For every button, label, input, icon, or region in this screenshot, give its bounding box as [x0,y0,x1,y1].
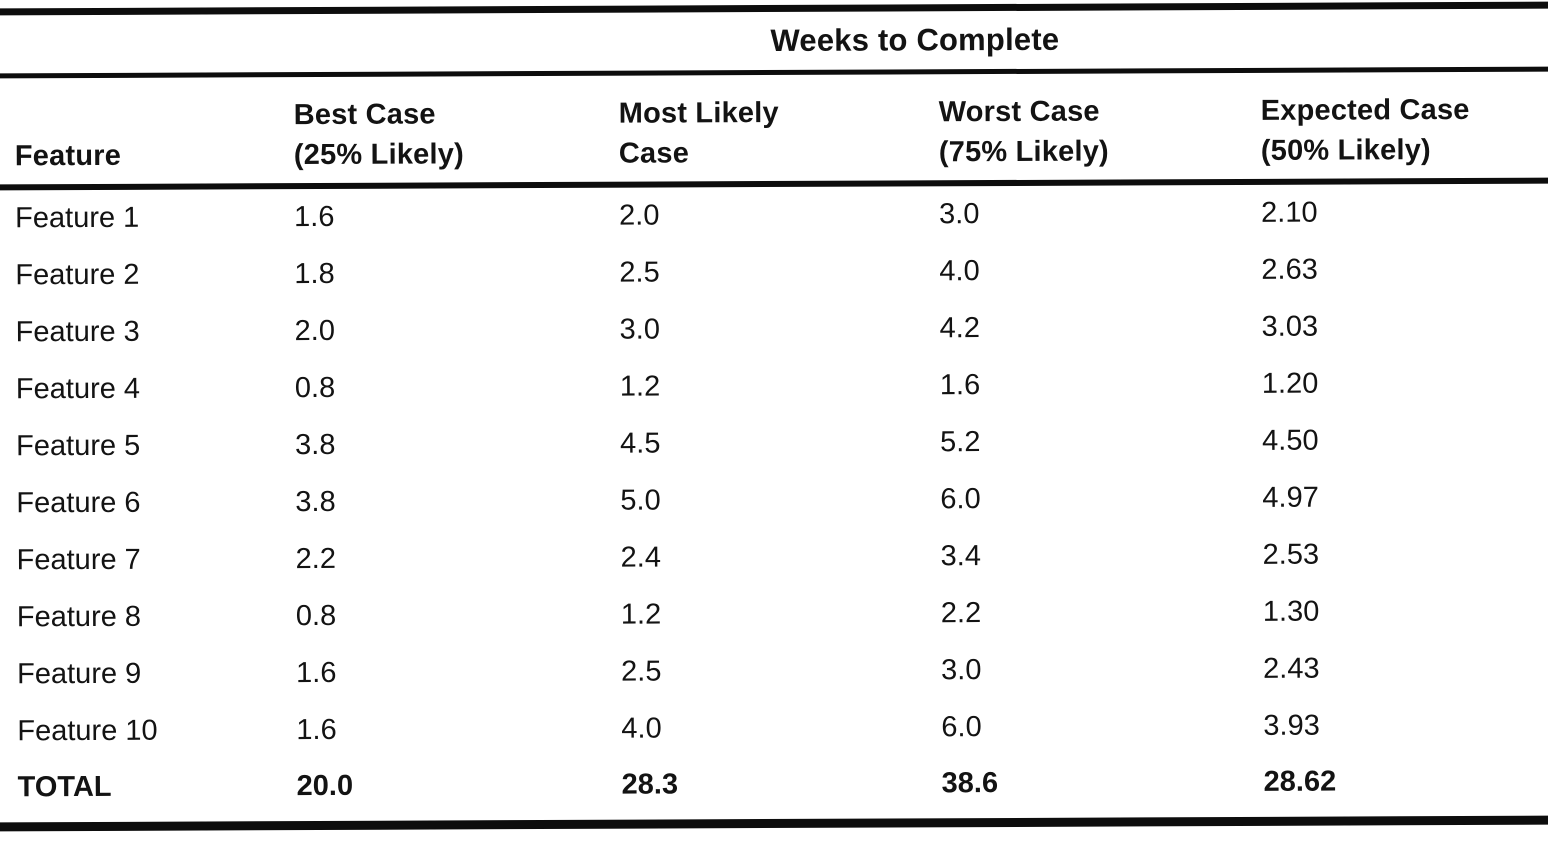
worst-case-cell: 3.0 [939,198,980,231]
column-header-most-likely: Most Likely Case [619,74,939,181]
total-label-cell: TOTAL [17,770,112,803]
most-likely-cell: 2.5 [619,256,660,289]
expected-case-cell: 3.03 [1261,310,1319,343]
total-best-case-cell: 20.0 [296,769,354,802]
best-case-cell: 0.8 [295,599,337,633]
column-header-expected-case-sub: (50% Likely) [1260,134,1431,167]
total-worst-case-cell: 38.6 [941,766,999,799]
expected-case-cell: 4.50 [1262,424,1319,457]
table-row-feature-7: Feature 7 2.2 2.4 3.4 2.53 [0,526,1548,590]
best-case-cell: 1.6 [296,656,337,690]
column-header-worst-case-label: Worst Case [938,95,1100,129]
span-header-spacer [14,14,293,73]
column-header-worst-case: Worst Case (75% Likely) [939,73,1261,180]
expected-case-cell: 4.97 [1262,481,1319,514]
table-row-feature-4: Feature 4 0.8 1.2 1.6 1.20 [0,355,1548,419]
feature-name-cell: Feature 5 [16,429,141,463]
table-total-row: TOTAL 20.0 28.3 38.6 28.62 [1,754,1548,815]
total-most-likely-cell: 28.3 [621,767,679,801]
total-expected-case-cell: 28.62 [1263,765,1337,798]
feature-name-cell: Feature 2 [15,258,140,292]
feature-name-cell: Feature 3 [15,315,140,349]
expected-case-cell: 1.20 [1261,367,1319,400]
most-likely-cell: 4.0 [621,712,662,745]
table-row-feature-3: Feature 3 2.0 3.0 4.2 3.03 [0,298,1548,362]
most-likely-cell: 2.4 [620,541,662,574]
worst-case-cell: 6.0 [941,711,982,744]
worst-case-cell: 4.0 [939,255,980,288]
best-case-cell: 2.0 [294,314,336,348]
column-header-worst-case-sub: (75% Likely) [938,135,1109,169]
most-likely-cell: 2.0 [619,199,660,232]
feature-name-cell: Feature 7 [16,543,141,577]
feature-name-cell: Feature 4 [15,372,141,406]
table-row-feature-8: Feature 8 0.8 1.2 2.2 1.30 [1,583,1548,647]
expected-case-cell: 1.30 [1262,595,1320,628]
best-case-cell: 2.2 [295,542,337,576]
table-row-feature-5: Feature 5 3.8 4.5 5.2 4.50 [0,412,1548,476]
most-likely-cell: 1.2 [619,370,661,403]
table-body: Feature 1 1.6 2.0 3.0 2.10 Feature 2 1.8… [0,184,1548,815]
worst-case-cell: 4.2 [939,312,981,345]
expected-case-cell: 2.63 [1261,253,1318,286]
table-row-feature-1: Feature 1 1.6 2.0 3.0 2.10 [0,184,1547,248]
column-header-best-case-label: Best Case [293,98,436,132]
table-row-feature-9: Feature 9 1.6 2.5 3.0 2.43 [1,640,1548,704]
column-header-expected-case-label: Expected Case [1260,93,1470,127]
feature-name-cell: Feature 10 [17,714,158,748]
feature-name-cell: Feature 6 [16,486,141,520]
expected-case-cell: 2.43 [1263,652,1320,685]
table-row-feature-6: Feature 6 3.8 5.0 6.0 4.97 [0,469,1548,533]
column-header-row: Feature Best Case (25% Likely) Most Like… [0,72,1547,185]
span-header-row: Weeks to Complete [0,9,1546,74]
worst-case-cell: 3.0 [941,654,982,687]
column-header-best-case: Best Case (25% Likely) [294,76,619,183]
column-header-best-case-sub: (25% Likely) [293,138,464,172]
most-likely-cell: 3.0 [619,313,661,346]
most-likely-cell: 4.5 [620,427,661,460]
column-header-feature-label: Feature [14,139,122,173]
feature-name-cell: Feature 1 [15,201,140,235]
best-case-cell: 0.8 [294,371,336,405]
best-case-cell: 1.8 [294,257,335,291]
feature-name-cell: Feature 9 [17,657,142,691]
expected-case-cell: 2.10 [1261,196,1318,229]
best-case-cell: 1.6 [294,200,335,234]
most-likely-cell: 5.0 [620,484,661,517]
worst-case-cell: 2.2 [940,597,982,630]
most-likely-cell: 1.2 [620,598,662,631]
worst-case-cell: 5.2 [940,426,981,459]
worst-case-cell: 6.0 [940,483,981,516]
worst-case-cell: 1.6 [939,369,981,402]
table-row-feature-2: Feature 2 1.8 2.5 4.0 2.63 [0,241,1547,305]
feature-name-cell: Feature 8 [16,600,142,634]
expected-case-cell: 3.93 [1263,709,1320,742]
column-header-feature: Feature [15,77,294,184]
expected-case-cell: 2.53 [1262,538,1320,571]
column-header-expected-case: Expected Case (50% Likely) [1261,72,1537,179]
best-case-cell: 1.6 [296,713,337,747]
table-row-feature-10: Feature 10 1.6 4.0 6.0 3.93 [1,697,1548,761]
best-case-cell: 3.8 [295,485,336,519]
worst-case-cell: 3.4 [940,540,982,573]
column-header-most-likely-label: Most Likely [618,96,779,130]
best-case-cell: 3.8 [295,428,336,462]
bottom-rule [0,815,1548,832]
column-header-most-likely-sub: Case [618,137,690,170]
most-likely-cell: 2.5 [621,655,662,688]
span-header-title: Weeks to Complete [770,21,1060,59]
